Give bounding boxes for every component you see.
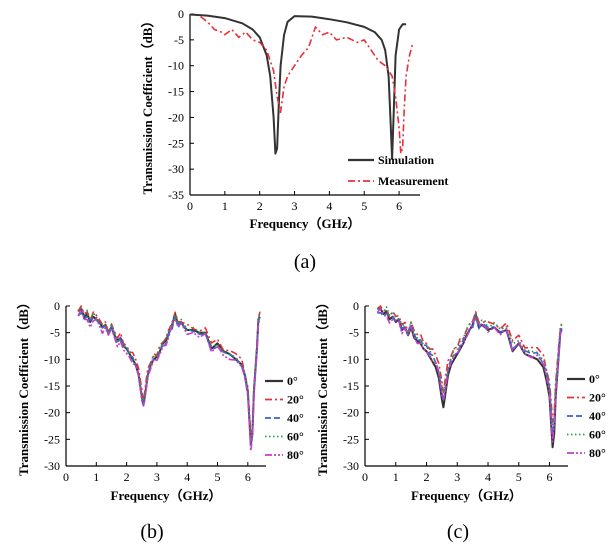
x-tick-label: 6 <box>245 470 251 484</box>
x-tick-label: 4 <box>485 470 491 484</box>
x-tick-label: 0 <box>187 199 193 213</box>
y-axis-title: Transmission Coefficient（dB） <box>140 15 155 195</box>
series-line-3 <box>77 307 261 445</box>
y-tick-label: -15 <box>44 379 60 393</box>
series-line-0 <box>189 13 407 160</box>
x-tick-label: 4 <box>184 470 190 484</box>
y-tick-label: 0 <box>178 7 184 21</box>
y-tick-label: 0 <box>353 299 359 313</box>
series-line-4 <box>77 308 261 452</box>
y-tick-label: -20 <box>343 406 359 420</box>
legend-label: 0° <box>589 372 600 386</box>
chart-panel-c: 0 1 2 3 4 5 6 0 -5 -10 -15 -20 -25 -30 Frequency（GHz） T… <box>315 296 606 543</box>
y-axis-title: Transmission Coefficient（dB） <box>16 296 31 476</box>
chart-panel-a: 0 1 2 3 4 5 6 0 -5 -10 -15 -20 -25 -30 -35 Frequency（GH… <box>140 7 448 273</box>
x-tick-label: 1 <box>393 470 399 484</box>
x-tick-label: 3 <box>454 470 460 484</box>
x-tick-label: 5 <box>361 199 367 213</box>
series-line-3 <box>377 306 563 432</box>
series-line-4 <box>376 307 563 443</box>
x-axis-title: Frequency（GHz） <box>411 488 522 503</box>
legend-label: 40° <box>589 409 606 423</box>
x-tick-label: 2 <box>257 199 263 213</box>
y-tick-label: -25 <box>44 432 60 446</box>
y-tick-label: -10 <box>44 352 60 366</box>
legend-label: 0° <box>287 374 298 388</box>
legend-label: Simulation <box>378 153 434 167</box>
y-tick-label: -10 <box>343 352 359 366</box>
x-tick-label: 1 <box>93 470 99 484</box>
series-line-1 <box>376 305 563 423</box>
chart-panel-b: 0 1 2 3 4 5 6 0 -5 -10 -15 -20 -25 -30 Frequency（GHz） T… <box>16 296 304 543</box>
y-tick-label: -5 <box>349 326 359 340</box>
x-tick-label: 3 <box>154 470 160 484</box>
x-tick-label: 4 <box>326 199 332 213</box>
x-tick-label: 5 <box>215 470 221 484</box>
y-tick-label: -5 <box>50 326 60 340</box>
legend-label: 20° <box>589 391 606 405</box>
x-axis-title: Frequency（GHz） <box>111 488 222 503</box>
y-tick-label: -25 <box>343 432 359 446</box>
y-tick-label: -15 <box>343 379 359 393</box>
x-tick-label: 3 <box>292 199 298 213</box>
y-tick-label: -10 <box>168 59 184 73</box>
y-tick-label: -20 <box>44 406 60 420</box>
y-tick-label: -30 <box>168 162 184 176</box>
x-tick-label: 0 <box>63 470 69 484</box>
y-tick-label: 0 <box>54 299 60 313</box>
legend-label: 60° <box>589 428 606 442</box>
panel-caption: (b) <box>140 521 163 543</box>
x-tick-label: 6 <box>547 470 553 484</box>
legend-label: 20° <box>287 393 304 407</box>
series-line-2 <box>77 312 261 444</box>
y-tick-label: -25 <box>168 136 184 150</box>
legend-label: 60° <box>287 430 304 444</box>
panel-caption: (a) <box>294 251 316 273</box>
legend-label: 80° <box>589 446 606 460</box>
y-tick-label: -35 <box>168 188 184 202</box>
legend-label: 40° <box>287 411 304 425</box>
y-tick-label: -30 <box>343 459 359 473</box>
y-tick-label: -5 <box>174 33 184 47</box>
y-tick-label: -30 <box>44 459 60 473</box>
x-axis-title: Frequency（GHz） <box>250 216 361 231</box>
x-tick-label: 0 <box>362 470 368 484</box>
x-tick-label: 6 <box>396 199 402 213</box>
legend-label: Measurement <box>378 174 448 188</box>
series-line-2 <box>377 311 563 435</box>
y-tick-label: -20 <box>168 110 184 124</box>
x-tick-label: 2 <box>424 470 430 484</box>
panel-caption: (c) <box>447 521 469 543</box>
y-tick-label: -15 <box>168 85 184 99</box>
x-tick-label: 5 <box>516 470 522 484</box>
x-tick-label: 1 <box>222 199 228 213</box>
legend-label: 80° <box>287 448 304 462</box>
y-axis-title: Transmission Coefficient（dB） <box>315 296 330 476</box>
x-tick-label: 2 <box>124 470 130 484</box>
series-line-1 <box>200 15 414 155</box>
